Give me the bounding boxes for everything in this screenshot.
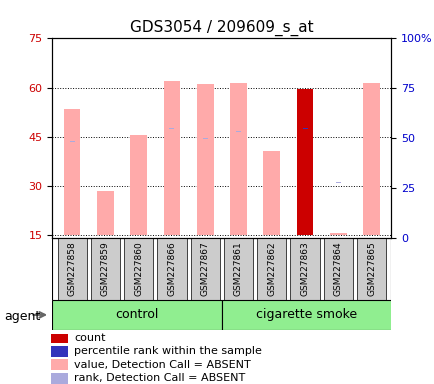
Bar [136,143,141,144]
Bar [256,238,286,300]
Bar [52,300,221,330]
Title: GDS3054 / 209609_s_at: GDS3054 / 209609_s_at [130,20,313,36]
Bar [290,238,319,300]
Text: agent: agent [4,310,40,323]
Text: GSM227866: GSM227866 [167,242,176,296]
Bar [221,300,391,330]
Bar [163,81,180,235]
Text: GSM227859: GSM227859 [101,242,110,296]
Bar [169,128,174,129]
Text: count: count [74,333,105,343]
Bar [51,372,68,384]
Bar [335,182,340,183]
Bar [57,238,87,300]
Bar [130,135,147,235]
Bar [296,89,312,235]
Bar [64,109,80,235]
Bar [329,233,346,235]
Text: rank, Detection Call = ABSENT: rank, Detection Call = ABSENT [74,373,245,383]
Text: GSM227861: GSM227861 [233,242,243,296]
Bar [51,359,68,370]
Text: GSM227864: GSM227864 [333,242,342,296]
Text: GSM227863: GSM227863 [300,242,309,296]
Text: GSM227858: GSM227858 [68,242,76,296]
Bar [356,238,385,300]
Bar [157,238,186,300]
Text: cigarette smoke: cigarette smoke [256,308,356,321]
Bar [69,141,75,142]
Bar [235,131,240,132]
Text: GSM227867: GSM227867 [200,242,209,296]
Bar [323,238,352,300]
Text: GSM227862: GSM227862 [266,242,276,296]
Text: value, Detection Call = ABSENT: value, Detection Call = ABSENT [74,359,250,369]
Bar [197,84,213,235]
Bar [224,238,253,300]
Bar [51,346,68,356]
Text: percentile rank within the sample: percentile rank within the sample [74,346,261,356]
Bar [97,190,113,235]
Text: GSM227860: GSM227860 [134,242,143,296]
Bar [51,332,68,343]
Text: control: control [115,308,158,321]
Bar [362,83,379,235]
Text: GSM227865: GSM227865 [366,242,375,296]
Bar [103,175,108,176]
Bar [124,238,153,300]
Bar [190,238,219,300]
Bar [302,128,307,129]
Bar [263,151,279,235]
Bar [91,238,120,300]
Bar [202,138,207,139]
Bar [230,83,246,235]
